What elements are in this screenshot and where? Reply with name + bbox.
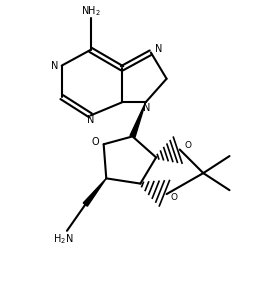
Text: N: N (154, 44, 162, 54)
Polygon shape (130, 102, 145, 137)
Text: NH$_2$: NH$_2$ (81, 4, 100, 18)
Text: O: O (92, 137, 100, 147)
Polygon shape (83, 178, 106, 206)
Text: H$_2$N: H$_2$N (53, 232, 73, 246)
Text: N: N (143, 103, 151, 113)
Text: O: O (184, 141, 191, 150)
Text: N: N (87, 115, 94, 125)
Text: N: N (51, 61, 58, 70)
Text: O: O (171, 193, 178, 202)
